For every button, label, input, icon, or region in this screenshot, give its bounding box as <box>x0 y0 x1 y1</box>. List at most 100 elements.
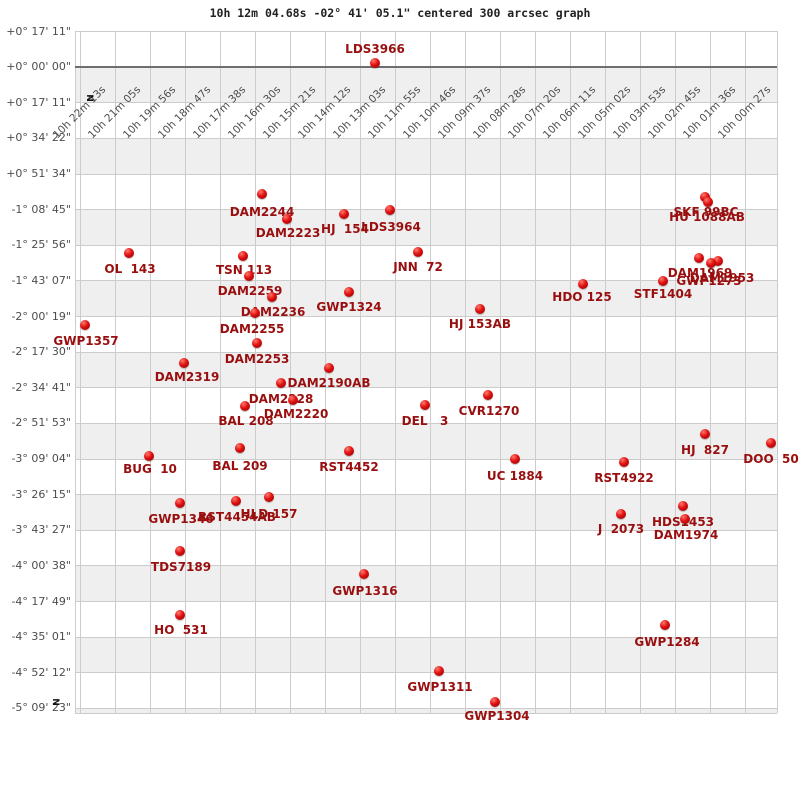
star-dot <box>703 197 713 207</box>
v-gridline <box>115 31 116 713</box>
v-gridline <box>395 31 396 713</box>
star-label: DAM2220 <box>263 407 329 421</box>
v-gridline <box>360 31 361 713</box>
v-gridline <box>150 31 151 713</box>
v-gridline <box>710 31 711 713</box>
star-dot <box>339 209 349 219</box>
star-label: CVR1270 <box>458 404 520 418</box>
star-dot <box>175 498 185 508</box>
y-tick-label: +0° 17' 11" <box>6 24 71 38</box>
v-gridline <box>605 31 606 713</box>
plot-band <box>75 280 777 317</box>
orientation-marker-bottom: N <box>49 698 60 706</box>
y-tick-label: -4° 35' 01" <box>11 630 71 644</box>
h-gridline <box>75 244 777 246</box>
h-gridline <box>75 209 777 211</box>
star-label: GWP1357 <box>53 334 119 348</box>
y-tick-label: -4° 52' 12" <box>11 665 71 679</box>
y-tick-label: -1° 25' 56" <box>11 238 71 252</box>
y-tick-label: +0° 17' 11" <box>6 95 71 109</box>
y-tick-label: -5° 09' 23" <box>11 701 71 715</box>
y-tick-label: -3° 43' 27" <box>11 523 71 537</box>
star-label: HJ 827 <box>681 443 729 457</box>
star-label: TDS7189 <box>150 560 212 574</box>
star-label: GWP1316 <box>332 584 398 598</box>
star-label: STF1404 <box>633 287 693 301</box>
star-dot <box>324 363 334 373</box>
star-label: DAM1974 <box>653 528 719 542</box>
star-label: HJ 153AB <box>448 317 512 331</box>
v-gridline <box>290 31 291 713</box>
star-dot <box>619 457 629 467</box>
plot-band <box>75 137 777 174</box>
star-label: HDO 125 <box>552 290 612 304</box>
h-gridline <box>75 280 777 282</box>
y-tick-label: +0° 00' 00" <box>6 60 71 74</box>
plot-band <box>75 565 777 602</box>
star-label: SKF 99BC <box>673 205 739 219</box>
star-label: DAM2253 <box>224 352 290 366</box>
plot-bottom-border <box>75 713 777 714</box>
h-gridline <box>75 351 777 353</box>
star-label: DAM1953 <box>689 271 755 285</box>
star-dot <box>706 258 716 268</box>
v-gridline <box>745 31 746 713</box>
star-dot <box>766 438 776 448</box>
plot-left-border <box>75 31 76 713</box>
star-label: BAL 209 <box>212 459 268 473</box>
h-gridline <box>75 565 777 567</box>
star-dot <box>344 446 354 456</box>
star-dot <box>616 509 626 519</box>
star-dot <box>240 401 250 411</box>
star-dot <box>179 358 189 368</box>
star-label: DOO 50 <box>743 452 799 466</box>
y-tick-label: -1° 43' 07" <box>11 273 71 287</box>
h-gridline <box>75 102 777 104</box>
y-tick-label: -2° 51' 53" <box>11 416 71 430</box>
y-tick-label: -4° 17' 49" <box>11 594 71 608</box>
v-gridline <box>535 31 536 713</box>
y-tick-label: -2° 17' 30" <box>11 345 71 359</box>
equator-gridline <box>75 65 777 68</box>
star-label: RST4452 <box>319 460 379 474</box>
v-gridline <box>185 31 186 713</box>
star-label: BAL 208 <box>218 414 274 428</box>
star-label: GWP1304 <box>464 709 530 723</box>
star-label: GWP1284 <box>634 635 700 649</box>
star-label: J 2073 <box>597 522 645 536</box>
chart-title: 10h 12m 04.68s -02° 41' 05.1" centered 3… <box>209 6 591 20</box>
v-gridline <box>500 31 501 713</box>
star-label: LDS3964 <box>361 220 421 234</box>
star-dot <box>244 271 254 281</box>
star-dot <box>680 514 690 524</box>
star-dot <box>231 496 241 506</box>
v-gridline <box>430 31 431 713</box>
plot-band <box>75 66 777 103</box>
v-gridline <box>570 31 571 713</box>
star-label: DAM1969 <box>667 266 733 280</box>
star-dot <box>124 248 134 258</box>
star-label: DAM2228 <box>248 392 314 406</box>
h-gridline <box>75 458 777 460</box>
star-dot <box>413 247 423 257</box>
star-dot <box>175 610 185 620</box>
star-dot <box>175 546 185 556</box>
star-label: RST4922 <box>594 471 654 485</box>
star-label: DAM2244 <box>229 205 295 219</box>
star-dot <box>359 569 369 579</box>
star-dot <box>420 400 430 410</box>
plot-band <box>75 209 777 245</box>
star-label: DAM2319 <box>154 370 220 384</box>
h-gridline <box>75 31 777 32</box>
star-label: HO 531 <box>154 623 208 637</box>
star-dot <box>267 292 277 302</box>
star-dot <box>385 205 395 215</box>
star-label: DAM2255 <box>219 322 285 336</box>
star-dot <box>370 58 380 68</box>
star-label: HJ 154 <box>321 222 369 236</box>
star-dot <box>660 620 670 630</box>
star-label: DAM2223 <box>255 226 321 240</box>
h-gridline <box>75 316 777 318</box>
plot-right-border <box>777 31 778 713</box>
plot-band <box>75 636 777 673</box>
